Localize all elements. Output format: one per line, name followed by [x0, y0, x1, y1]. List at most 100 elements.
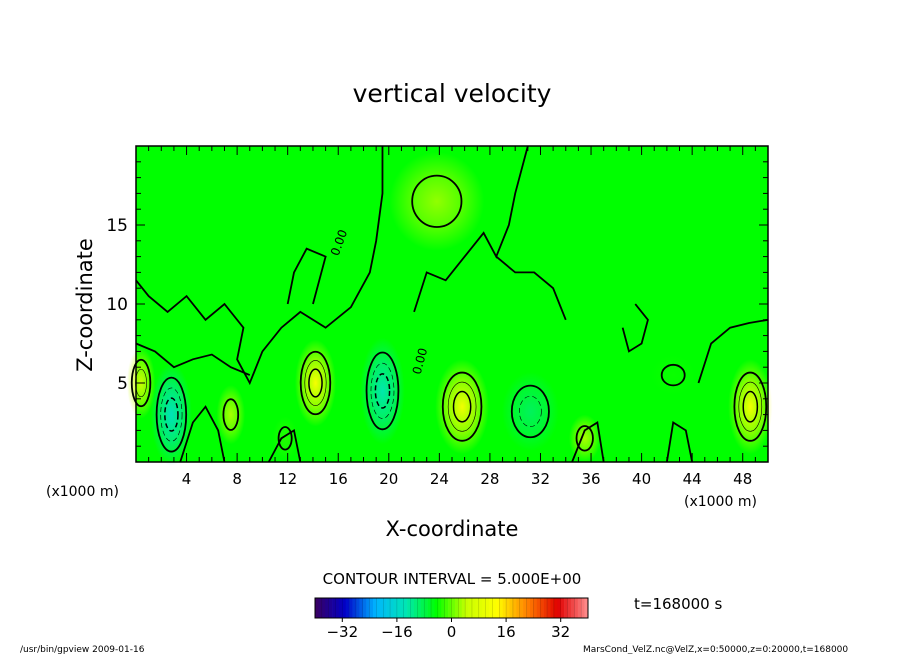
zero-contour — [571, 421, 605, 463]
colorbar-cell — [390, 598, 394, 618]
colorbar-cell — [338, 598, 343, 618]
colorbar-cell — [318, 598, 323, 618]
contour-lines — [130, 145, 769, 463]
colorbar-tick-label: −16 — [381, 623, 413, 641]
colorbar-cell — [345, 598, 350, 618]
colorbar-cell — [495, 598, 500, 618]
contour-line — [452, 390, 472, 423]
colorbar-tick-label: 32 — [551, 623, 570, 641]
colorbar-cell — [564, 598, 568, 618]
x-tick-label: 44 — [683, 470, 702, 488]
zero-contour — [267, 428, 302, 463]
x-axis-label: X-coordinate — [386, 517, 519, 541]
colorbar-cell — [536, 598, 541, 618]
colorbar-cell — [465, 598, 469, 618]
colorbar-cell — [413, 598, 418, 618]
colorbar-cell — [478, 598, 483, 618]
colorbar-cell — [373, 598, 377, 618]
colorbar-cell — [335, 598, 340, 618]
x-tick-label: 4 — [182, 470, 192, 488]
x-tick-label: 36 — [581, 470, 600, 488]
colorbar-cell — [451, 598, 456, 618]
x-tick-label: 32 — [531, 470, 550, 488]
colorbar-cell — [410, 598, 415, 618]
time-label: t=168000 s — [634, 595, 722, 613]
x-tick-label: 8 — [232, 470, 242, 488]
colorbar-cell — [533, 598, 538, 618]
contour-line — [519, 395, 542, 428]
colorbar-cell — [543, 598, 548, 618]
colorbar-cell — [325, 598, 329, 618]
colorbar-tick-label: 16 — [497, 623, 516, 641]
zero-contour — [135, 342, 251, 376]
contour-line — [304, 360, 327, 406]
colorbar-cell — [482, 598, 486, 618]
x-unit-left: (x1000 m) — [46, 484, 119, 500]
colorbar-cell — [400, 598, 405, 618]
colorbar-cell — [386, 598, 391, 618]
colorbar-cell — [550, 598, 555, 618]
colorbar-cell — [376, 598, 381, 618]
x-tick-label: 40 — [632, 470, 651, 488]
contour-line — [374, 373, 391, 409]
footer-right: MarsCond_VelZ.nc@VelZ,x=0:50000,z=0:2000… — [583, 645, 848, 654]
colorbar-cell — [574, 598, 579, 618]
colorbar-cell — [512, 598, 517, 618]
contour-line — [164, 397, 179, 432]
contour-line — [660, 363, 686, 387]
colorbar-cell — [489, 598, 493, 618]
colorbar-cell — [369, 598, 374, 618]
colorbar-cell — [383, 598, 387, 618]
colorbar-cell — [557, 598, 561, 618]
colorbar-cell — [499, 598, 503, 618]
colorbar-cell — [420, 598, 425, 618]
colorbar-cell — [359, 598, 364, 618]
colorbar-cell — [553, 598, 558, 618]
contour-line — [308, 368, 323, 398]
colorbar-cell — [362, 598, 367, 618]
zero-contour — [621, 303, 649, 353]
contour-label: 0.00 — [410, 346, 430, 375]
x-tick-label: 12 — [278, 470, 297, 488]
contour-line — [277, 426, 293, 451]
colorbar-cell — [492, 598, 497, 618]
colorbar-cell — [366, 598, 370, 618]
colorbar-cell — [570, 598, 575, 618]
colorbar-cell — [407, 598, 411, 618]
colorbar-cell — [315, 598, 319, 618]
colorbar-cell — [434, 598, 439, 618]
contour-line — [447, 381, 477, 432]
contour-line — [155, 376, 188, 453]
colorbar-cell — [393, 598, 398, 618]
colorbar-cell — [342, 598, 347, 618]
colorbar-cell — [485, 598, 490, 618]
colorbar-ticks: −32 −16 0 16 32 — [326, 618, 570, 641]
y-axis-ticks: 5 10 15 — [106, 161, 768, 447]
plot-area: 0.000.00 — [126, 145, 773, 466]
field-extremum — [216, 384, 246, 445]
colorbar-cell — [321, 598, 326, 618]
field-extremum — [568, 414, 601, 462]
contour-line — [370, 362, 395, 419]
colorbar-cell — [567, 598, 572, 618]
colorbar-cell — [529, 598, 534, 618]
colorbar-cell — [461, 598, 466, 618]
zero-contour — [495, 255, 567, 321]
x-tick-label: 48 — [733, 470, 752, 488]
y-tick-label: 5 — [117, 374, 128, 394]
contour-line — [441, 371, 483, 442]
contour-line — [299, 350, 332, 416]
colorbar-cell — [349, 598, 353, 618]
y-tick-label: 10 — [106, 295, 128, 315]
colorbar-cell — [396, 598, 401, 618]
colorbar-cell — [540, 598, 544, 618]
zero-contour — [179, 405, 226, 463]
colorbar-cell — [506, 598, 510, 618]
field-extremum — [272, 416, 298, 461]
colorbar-cell — [577, 598, 582, 618]
x-tick-label: 16 — [329, 470, 348, 488]
x-axis-ticks: 4 8 12 16 20 24 28 32 36 40 44 48 — [148, 146, 756, 488]
colorbar-cell — [468, 598, 473, 618]
colorbar-cell — [431, 598, 435, 618]
